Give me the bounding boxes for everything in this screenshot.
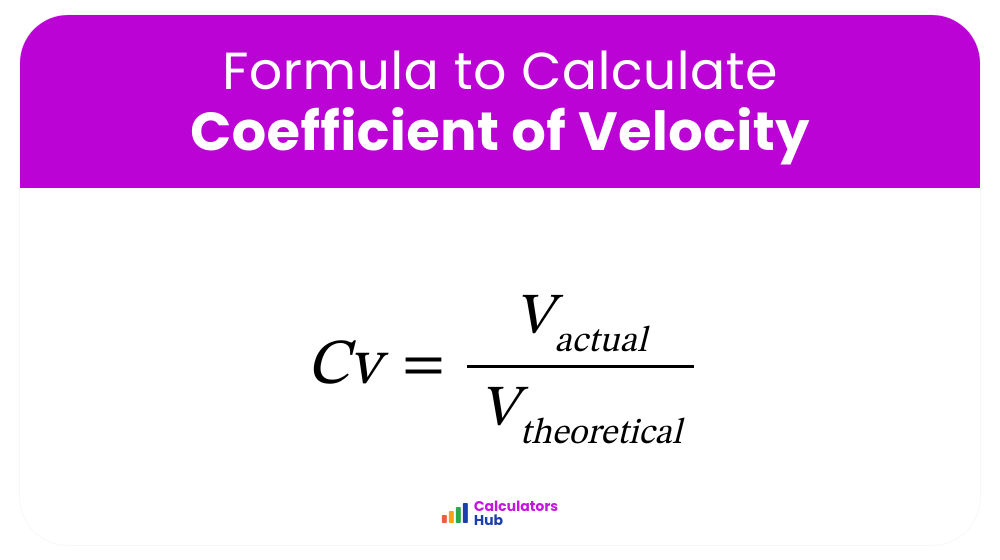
logo-text-bottom: Hub [474, 513, 558, 527]
header-subtitle: Formula to Calculate [60, 43, 940, 100]
logo-bar-1 [442, 515, 447, 523]
logo-bar-3 [456, 507, 461, 523]
formula-equation: Cv = Vactual Vtheoretical [306, 282, 694, 452]
fraction-denominator: Vtheoretical [467, 368, 694, 452]
logo-text: Calculators Hub [474, 499, 558, 527]
formula-lhs: Cv [306, 327, 380, 407]
numerator-subscript: actual [554, 324, 647, 360]
denominator-base: V [479, 381, 518, 439]
numerator-base: V [514, 289, 553, 347]
formula-fraction: Vactual Vtheoretical [467, 282, 694, 452]
card-header: Formula to Calculate Coefficient of Velo… [20, 15, 980, 188]
equals-sign: = [402, 329, 445, 404]
fraction-numerator: Vactual [502, 282, 659, 366]
header-title: Coefficient of Velocity [60, 100, 940, 162]
logo-bar-2 [449, 511, 454, 523]
card-body: Cv = Vactual Vtheoretical Calculators [20, 188, 980, 545]
denominator-subscript: theoretical [520, 416, 682, 452]
logo-bar-4 [463, 503, 468, 523]
formula-card: Formula to Calculate Coefficient of Velo… [20, 15, 980, 545]
logo-bars-icon [442, 503, 468, 523]
brand-logo: Calculators Hub [442, 499, 558, 527]
